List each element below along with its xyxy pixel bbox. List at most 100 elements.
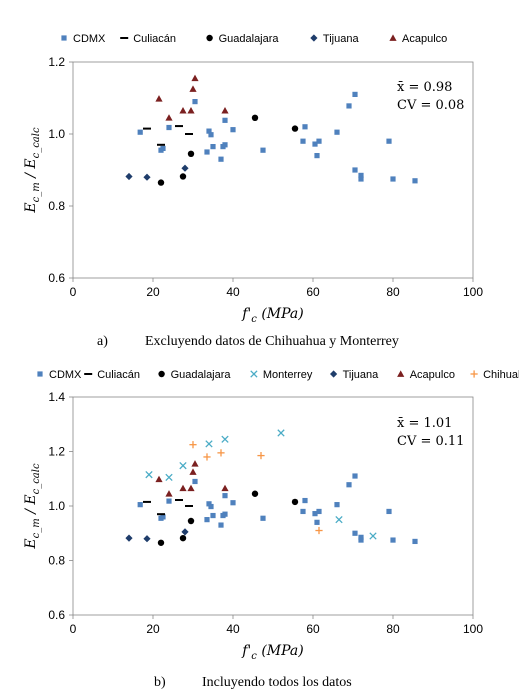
legend-item-culiacn: Culiacán xyxy=(120,33,176,45)
x-tick-label: 60 xyxy=(306,622,320,636)
point-cdmx xyxy=(386,508,392,515)
point-cdmx xyxy=(314,519,320,525)
point-monterrey xyxy=(277,429,285,437)
point-acapulco xyxy=(179,107,187,114)
point-cdmx xyxy=(206,128,212,134)
legend-marker-plus-icon xyxy=(470,370,478,378)
point-cdmx xyxy=(352,473,358,479)
caption-a-letter: a) xyxy=(97,334,108,349)
legend-item-cdmx: CDMX xyxy=(37,369,82,381)
x-axis-label: f'c (MPa) xyxy=(241,306,304,325)
point-cdmx xyxy=(260,515,266,521)
caption-b-letter: b) xyxy=(154,675,166,690)
point-cdmx xyxy=(166,124,172,131)
x-tick-label: 20 xyxy=(146,285,160,299)
point-cdmx xyxy=(230,127,236,133)
point-cdmx xyxy=(206,501,212,507)
legend-label: Acapulco xyxy=(410,369,455,381)
y-axis-label: Ec_m / Ec_calc xyxy=(23,127,42,214)
point-acapulco xyxy=(189,85,197,92)
legend-marker-diamond-icon xyxy=(310,34,318,42)
y-tick-label: 1.2 xyxy=(48,55,65,69)
y-tick-label: 1.4 xyxy=(48,390,65,404)
point-monterrey xyxy=(179,462,187,470)
point-cdmx xyxy=(334,129,340,135)
point-chihuahua xyxy=(189,441,197,449)
point-chihuahua xyxy=(203,453,211,461)
point-cdmx xyxy=(346,482,352,488)
point-cdmx xyxy=(352,91,358,97)
point-acapulco xyxy=(191,460,199,467)
y-tick-label: 1.0 xyxy=(48,127,65,141)
point-guadalajara xyxy=(157,539,165,546)
point-cdmx xyxy=(204,149,210,155)
x-axis-label: f'c (MPa) xyxy=(241,643,304,662)
legend-label: Culiacán xyxy=(133,33,176,45)
x-tick-label: 20 xyxy=(146,622,160,636)
point-cdmx xyxy=(230,500,236,506)
point-cdmx xyxy=(386,138,392,144)
legend-label: Culiacán xyxy=(97,369,140,381)
x-tick-label: 60 xyxy=(306,285,320,299)
legend-label: Monterrey xyxy=(263,369,313,381)
legend-item-guadalajara: Guadalajara xyxy=(158,369,231,381)
point-cdmx xyxy=(222,493,228,499)
caption-b: b) Incluyendo todos los datos xyxy=(154,675,404,693)
x-tick-label: 0 xyxy=(70,622,77,636)
point-cdmx xyxy=(222,511,228,517)
legend-label: Acapulco xyxy=(402,33,447,45)
point-acapulco xyxy=(221,107,229,114)
point-cdmx xyxy=(300,508,306,515)
point-acapulco xyxy=(189,468,197,475)
point-cdmx xyxy=(316,508,322,515)
legend-label: Tijuana xyxy=(323,33,360,45)
point-cdmx xyxy=(204,517,210,523)
point-monterrey xyxy=(335,515,343,524)
x-tick-label: 100 xyxy=(463,622,483,636)
point-cdmx xyxy=(390,537,396,543)
y-axis-label: Ec_m / Ec_calc xyxy=(23,463,42,550)
point-cdmx xyxy=(137,129,143,135)
legend-item-cdmx: CDMX xyxy=(61,33,106,45)
point-acapulco xyxy=(187,484,195,492)
point-tijuana xyxy=(125,534,133,542)
legend-marker-circle-icon xyxy=(206,34,213,42)
point-chihuahua xyxy=(315,526,323,535)
legend-marker-square-icon xyxy=(61,35,67,41)
legend-marker-diamond-icon xyxy=(330,370,338,378)
legend-marker-triangle-icon xyxy=(397,370,405,377)
point-cdmx xyxy=(218,522,224,528)
x-tick-label: 80 xyxy=(386,622,400,636)
point-cdmx xyxy=(208,503,214,510)
point-acapulco xyxy=(187,107,195,114)
x-tick-label: 40 xyxy=(226,285,240,299)
point-cdmx xyxy=(358,172,364,178)
stats-mean: x̄ = 1.01 xyxy=(397,416,452,431)
point-cdmx xyxy=(358,537,364,543)
point-chihuahua xyxy=(217,449,225,457)
point-tijuana xyxy=(181,164,189,172)
point-cdmx xyxy=(314,153,320,159)
point-cdmx xyxy=(137,502,143,508)
legend-marker-circle-icon xyxy=(158,370,165,378)
point-guadalajara xyxy=(157,179,165,186)
point-guadalajara xyxy=(179,534,187,542)
point-acapulco xyxy=(191,74,199,82)
point-cdmx xyxy=(352,530,358,536)
y-tick-label: 1.2 xyxy=(48,445,65,459)
point-guadalajara xyxy=(187,150,195,157)
legend-label: Chihuahua xyxy=(483,369,519,381)
y-tick-label: 0.6 xyxy=(48,608,65,622)
point-guadalajara xyxy=(179,173,187,180)
legend-item-acapulco: Acapulco xyxy=(397,369,455,381)
caption-b-text: Incluyendo todos los datos xyxy=(202,675,352,690)
legend-marker-x-icon xyxy=(250,370,258,378)
point-tijuana xyxy=(181,528,189,536)
point-cdmx xyxy=(192,478,198,485)
point-monterrey xyxy=(221,435,229,443)
point-cdmx xyxy=(334,502,340,508)
point-cdmx xyxy=(346,103,352,109)
point-guadalajara xyxy=(291,125,299,132)
legend-item-chihuahua: Chihuahua xyxy=(470,369,519,381)
point-tijuana xyxy=(125,172,133,181)
